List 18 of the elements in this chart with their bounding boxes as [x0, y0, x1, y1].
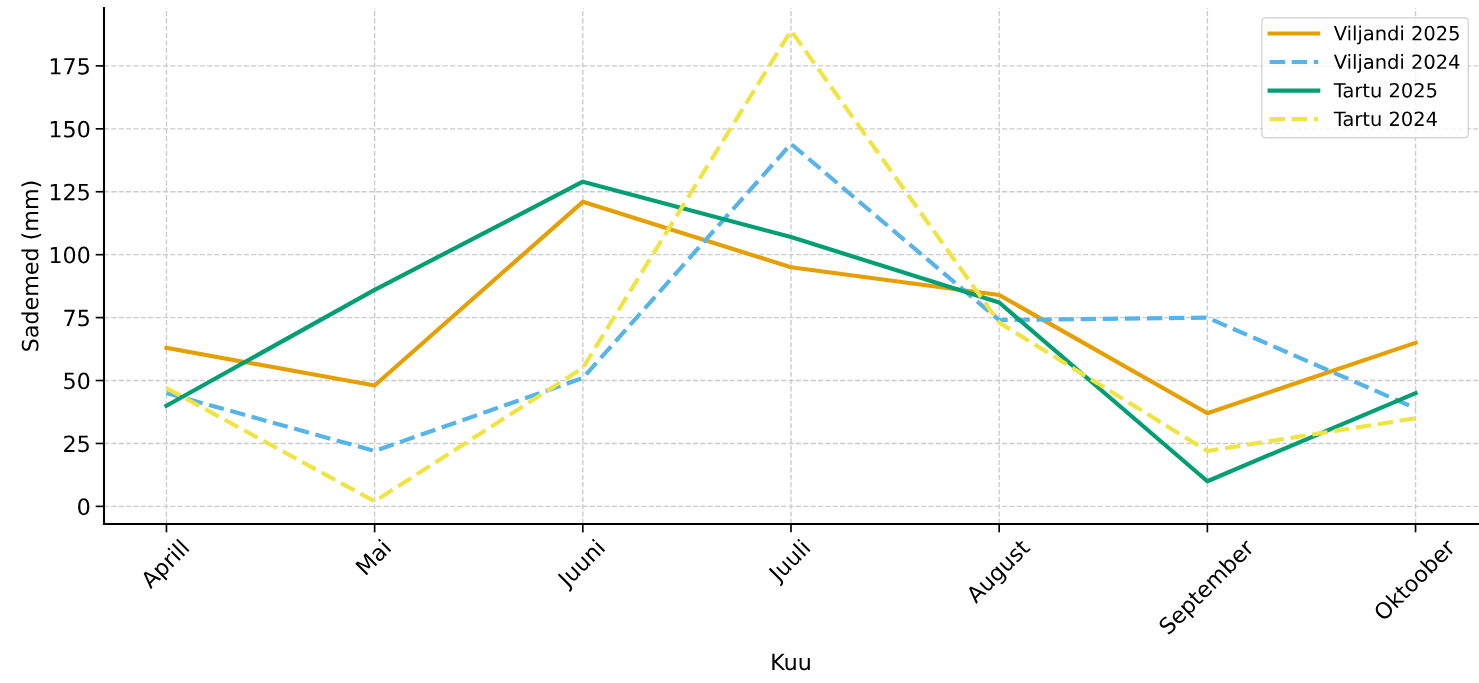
legend-label: Viljandi 2024: [1333, 54, 1460, 73]
y-tick-label: 100: [50, 246, 90, 264]
y-tick-label: 0: [78, 498, 90, 516]
y-tick-label: 50: [64, 372, 90, 390]
y-tick-label: 150: [50, 120, 90, 138]
legend-label: Tartu 2025: [1333, 82, 1437, 98]
line-series: [164, 141, 1418, 454]
y-axis-title: Sademed (mm): [21, 181, 42, 351]
y-tick-label: 125: [50, 183, 89, 201]
legend-label: Tartu 2024: [1333, 111, 1437, 127]
x-axis-title: Kuu: [772, 653, 810, 671]
line-series: [164, 179, 1418, 484]
legend-label: Viljandi 2025: [1333, 25, 1459, 45]
y-tick-label: 25: [64, 435, 89, 453]
y-tick-label: 175: [50, 58, 89, 75]
y-tick-label: 75: [64, 309, 89, 327]
x-tick-label: Mai: [354, 538, 392, 576]
line-series: [164, 199, 1418, 416]
